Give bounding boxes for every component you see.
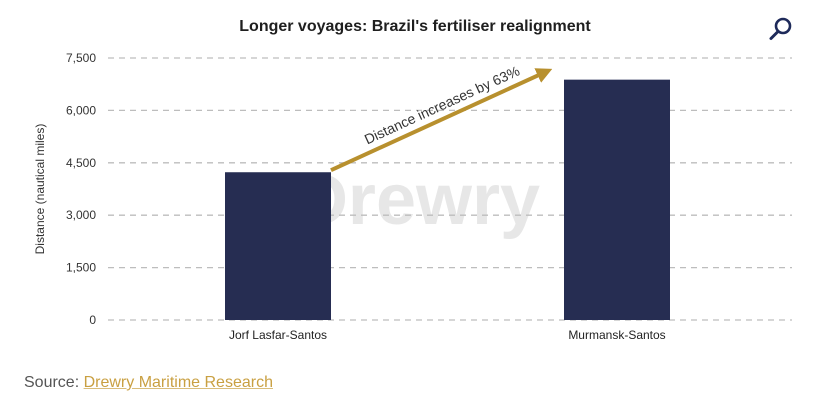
y-axis-label: Distance (nautical miles) xyxy=(33,124,47,255)
search-icon xyxy=(769,17,792,40)
chart-title: Longer voyages: Brazil's fertiliser real… xyxy=(239,18,591,35)
y-tick-label: 0 xyxy=(89,313,96,327)
source-prefix: Source: xyxy=(24,374,84,391)
bar xyxy=(564,79,670,321)
y-tick-label: 1,500 xyxy=(66,261,96,275)
growth-arrow xyxy=(330,68,553,173)
y-tick-label: 6,000 xyxy=(66,103,96,117)
source-link[interactable]: Drewry Maritime Research xyxy=(83,374,273,391)
watermark-text: Drewry xyxy=(296,160,540,240)
x-tick-label: Murmansk-Santos xyxy=(568,328,665,342)
search-button[interactable] xyxy=(764,12,798,46)
bar xyxy=(225,172,331,320)
source-line: Source: Drewry Maritime Research xyxy=(24,374,273,392)
x-tick-label: Jorf Lasfar-Santos xyxy=(229,328,327,342)
annotation-label: Distance increases by 63% xyxy=(362,62,522,147)
y-tick-label: 4,500 xyxy=(66,156,96,170)
y-tick-label: 3,000 xyxy=(66,208,96,222)
y-tick-label: 7,500 xyxy=(66,51,96,65)
